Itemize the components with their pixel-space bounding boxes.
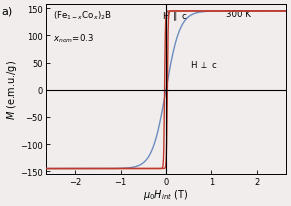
Text: H $\parallel$ c: H $\parallel$ c [162,10,188,23]
Text: a): a) [1,6,13,16]
X-axis label: $\mu_0 H_{int}$ (T): $\mu_0 H_{int}$ (T) [143,187,189,201]
Text: (Fe$_{1-x}$Co$_x$)$_2$B: (Fe$_{1-x}$Co$_x$)$_2$B [53,10,112,22]
Text: H $\perp$ c: H $\perp$ c [190,59,218,70]
Text: 300 K: 300 K [226,10,251,19]
Y-axis label: $M$ (e.m.u./g): $M$ (e.m.u./g) [5,60,19,119]
Text: $x_{nom}$=0.3: $x_{nom}$=0.3 [53,32,94,44]
